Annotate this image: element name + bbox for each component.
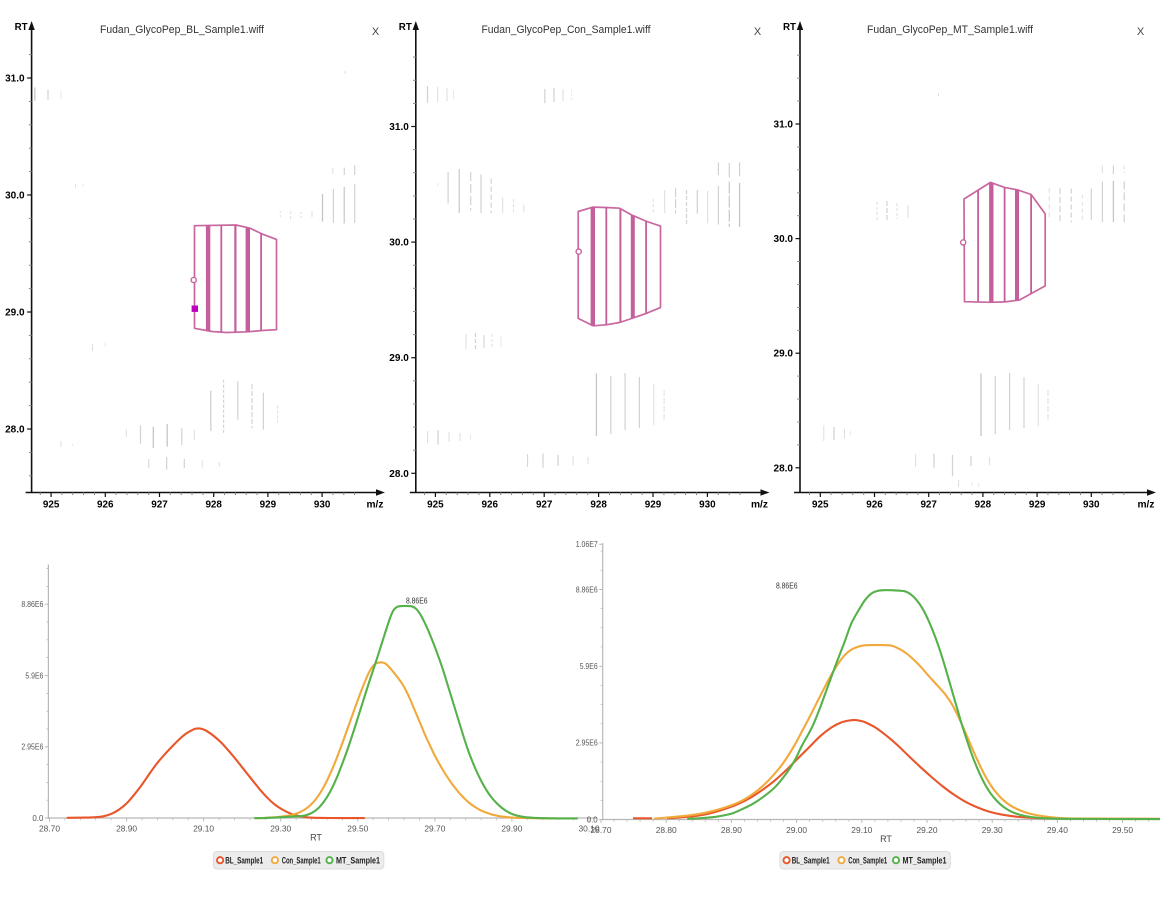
svg-text:28.80: 28.80 xyxy=(656,825,677,835)
svg-text:28.90: 28.90 xyxy=(116,824,137,834)
svg-text:926: 926 xyxy=(482,499,499,511)
svg-text:RT: RT xyxy=(399,22,412,33)
svg-text:29.00: 29.00 xyxy=(786,825,807,835)
svg-text:BL_Sample1: BL_Sample1 xyxy=(792,856,830,866)
svg-text:BL_Sample1: BL_Sample1 xyxy=(225,856,263,866)
svg-text:927: 927 xyxy=(920,499,937,511)
svg-text:RT: RT xyxy=(15,22,28,33)
svg-text:30.10: 30.10 xyxy=(579,824,600,834)
svg-text:930: 930 xyxy=(1083,499,1100,511)
svg-text:28.0: 28.0 xyxy=(389,468,409,480)
svg-text:MT_Sample1: MT_Sample1 xyxy=(336,856,380,866)
svg-text:930: 930 xyxy=(699,499,716,511)
svg-text:930: 930 xyxy=(314,499,331,511)
svg-text:925: 925 xyxy=(427,499,444,511)
svg-text:929: 929 xyxy=(260,499,277,511)
svg-text:28.90: 28.90 xyxy=(721,825,742,835)
svg-text:29.10: 29.10 xyxy=(193,824,214,834)
svg-text:29.0: 29.0 xyxy=(5,307,25,319)
svg-text:Fudan_GlycoPep_Con_Sample1.wif: Fudan_GlycoPep_Con_Sample1.wiff xyxy=(482,24,652,36)
svg-text:927: 927 xyxy=(151,499,168,511)
svg-text:29.0: 29.0 xyxy=(389,352,409,364)
svg-text:8.86E6: 8.86E6 xyxy=(406,596,428,606)
svg-text:X: X xyxy=(1137,26,1145,38)
svg-text:28.70: 28.70 xyxy=(39,824,60,834)
svg-text:31.0: 31.0 xyxy=(5,73,25,85)
svg-text:928: 928 xyxy=(205,499,222,511)
svg-text:2.95E6: 2.95E6 xyxy=(21,742,43,752)
svg-text:8.86E6: 8.86E6 xyxy=(776,581,798,591)
svg-text:8.86E6: 8.86E6 xyxy=(576,584,598,594)
svg-text:925: 925 xyxy=(43,499,60,511)
svg-text:5.9E6: 5.9E6 xyxy=(580,661,598,671)
svg-text:31.0: 31.0 xyxy=(774,119,794,131)
svg-text:m/z: m/z xyxy=(367,499,384,511)
svg-text:926: 926 xyxy=(97,499,114,511)
svg-text:29.50: 29.50 xyxy=(347,824,368,834)
svg-text:30.0: 30.0 xyxy=(389,237,409,249)
svg-text:RT: RT xyxy=(783,22,796,33)
svg-text:29.90: 29.90 xyxy=(501,824,522,834)
svg-text:X: X xyxy=(372,26,380,38)
svg-text:29.40: 29.40 xyxy=(1047,825,1068,835)
svg-text:929: 929 xyxy=(645,499,662,511)
svg-text:925: 925 xyxy=(812,499,829,511)
svg-text:RT: RT xyxy=(880,834,892,844)
svg-text:30.0: 30.0 xyxy=(5,190,25,202)
svg-text:29.70: 29.70 xyxy=(424,824,445,834)
svg-text:29.20: 29.20 xyxy=(917,825,938,835)
svg-text:928: 928 xyxy=(975,499,992,511)
svg-text:29.30: 29.30 xyxy=(982,825,1003,835)
svg-text:926: 926 xyxy=(866,499,883,511)
svg-text:30.0: 30.0 xyxy=(774,233,794,245)
svg-text:929: 929 xyxy=(1029,499,1046,511)
svg-text:0.0: 0.0 xyxy=(32,813,43,823)
svg-text:1.06E7: 1.06E7 xyxy=(576,539,598,549)
svg-text:5.9E6: 5.9E6 xyxy=(25,670,43,680)
svg-text:927: 927 xyxy=(536,499,553,511)
svg-text:928: 928 xyxy=(590,499,607,511)
svg-text:Con_Sample1: Con_Sample1 xyxy=(848,856,887,866)
svg-text:31.0: 31.0 xyxy=(389,121,409,133)
svg-text:8.86E6: 8.86E6 xyxy=(21,599,43,609)
svg-text:m/z: m/z xyxy=(1138,499,1155,511)
svg-text:28.0: 28.0 xyxy=(5,424,25,436)
svg-text:X: X xyxy=(754,26,762,38)
svg-text:29.0: 29.0 xyxy=(774,348,794,360)
svg-text:29.10: 29.10 xyxy=(851,825,872,835)
svg-text:29.30: 29.30 xyxy=(270,824,291,834)
svg-text:29.50: 29.50 xyxy=(1112,825,1133,835)
svg-text:Con_Sample1: Con_Sample1 xyxy=(282,856,321,866)
svg-text:28.70: 28.70 xyxy=(591,825,612,835)
svg-text:28.0: 28.0 xyxy=(774,462,794,474)
svg-text:RT: RT xyxy=(310,833,322,843)
svg-text:0.0: 0.0 xyxy=(587,814,598,824)
svg-text:MT_Sample1: MT_Sample1 xyxy=(903,856,947,866)
svg-text:2.95E6: 2.95E6 xyxy=(576,738,598,748)
svg-text:Fudan_GlycoPep_BL_Sample1.wiff: Fudan_GlycoPep_BL_Sample1.wiff xyxy=(100,24,265,36)
svg-text:Fudan_GlycoPep_MT_Sample1.wiff: Fudan_GlycoPep_MT_Sample1.wiff xyxy=(867,24,1034,36)
svg-text:m/z: m/z xyxy=(751,499,768,511)
